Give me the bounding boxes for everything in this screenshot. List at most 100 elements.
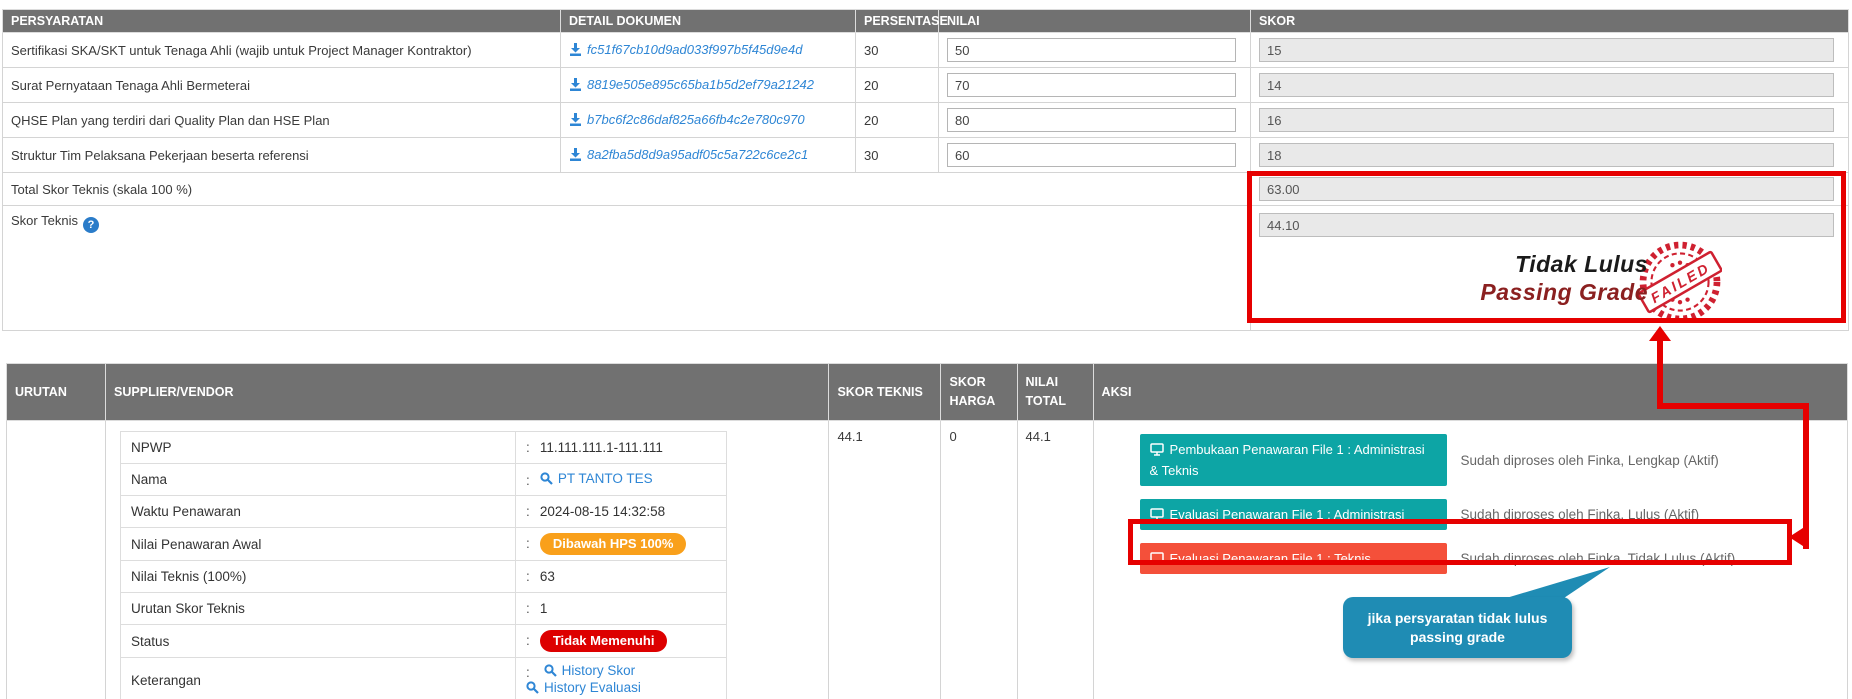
col-persyaratan: PERSYARATAN: [2, 9, 561, 33]
skor-teknis-cell: 44.1: [828, 420, 942, 699]
supplier-row: NPWP 11.111.111.1-111.111 Nama PT TANTO …: [5, 420, 1849, 699]
requirement-name: QHSE Plan yang terdiri dari Quality Plan…: [2, 102, 561, 138]
detail-row-status: Status Tidak Memenuhi: [120, 624, 728, 658]
detail-row-nama: Nama PT TANTO TES: [120, 463, 728, 496]
history-skor-link[interactable]: History Skor: [543, 663, 636, 678]
action-row-evaluasi-administrasi: Evaluasi Penawaran File 1 : Administrasi…: [1139, 499, 1839, 530]
document-hash: 8a2fba5d8d9a95adf05c5a722c6ce2c1: [587, 146, 809, 162]
evaluasi-administrasi-label: Evaluasi Penawaran File 1 : Administrasi: [1169, 507, 1405, 522]
download-icon: [570, 77, 581, 91]
annotation-arrowhead-left: [1789, 526, 1806, 548]
persentase-value: 30: [855, 32, 939, 68]
col-supplier-vendor: SUPPLIER/VENDOR: [105, 363, 830, 421]
nilai-input[interactable]: [947, 38, 1236, 62]
col-nilai-total: NILAI TOTAL: [1016, 363, 1094, 421]
action-status: Sudah diproses oleh Finka, Lulus (Aktif): [1460, 507, 1700, 522]
document-hash: 8819e505e895c65ba1b5d2ef79a21242: [587, 76, 815, 92]
search-icon: [526, 681, 539, 694]
vendor-name-link[interactable]: PT TANTO TES: [540, 471, 653, 486]
skor-teknis-readonly-input: [1259, 213, 1834, 237]
search-icon: [543, 664, 557, 677]
supplier-header-row: URUTAN SUPPLIER/VENDOR SKOR TEKNIS SKOR …: [5, 363, 1849, 421]
annotation-box-skor: [1247, 171, 1846, 323]
skor-readonly-input: [1259, 73, 1834, 97]
evaluasi-administrasi-button[interactable]: Evaluasi Penawaran File 1 : Administrasi: [1139, 499, 1447, 530]
col-aksi: AKSI: [1092, 363, 1849, 421]
history-evaluasi-label: History Evaluasi: [544, 680, 641, 695]
download-icon: [570, 42, 581, 56]
urutan-skor-value: 1: [515, 592, 728, 625]
total-skor-row: Total Skor Teknis (skala 100 %): [2, 172, 1849, 206]
document-link[interactable]: 8819e505e895c65ba1b5d2ef79a21242: [569, 77, 814, 92]
requirement-row: Sertifikasi SKA/SKT untuk Tenaga Ahli (w…: [2, 32, 1849, 68]
annotation-arrowhead-up: [1649, 326, 1671, 341]
stamp-line-2: Passing Grade: [1480, 279, 1648, 305]
skor-harga-cell: 0: [940, 420, 1018, 699]
nilai-input[interactable]: [947, 108, 1236, 132]
nilai-teknis-label: Nilai Teknis (100%): [120, 560, 517, 593]
status-badge: Tidak Memenuhi: [539, 630, 668, 652]
waktu-label: Waktu Penawaran: [120, 495, 517, 528]
action-row-pembukaan: Pembukaan Penawaran File 1 : Administras…: [1139, 434, 1839, 486]
persentase-value: 20: [855, 102, 939, 138]
annotation-line-horizontal: [1657, 403, 1809, 409]
urutan-skor-label: Urutan Skor Teknis: [120, 592, 517, 625]
stamp-line-1: Tidak Lulus: [1515, 251, 1648, 277]
pembukaan-penawaran-label: Pembukaan Penawaran File 1 : Administras…: [1149, 442, 1425, 478]
requirements-table: PERSYARATAN DETAIL DOKUMEN PERSENTASE NI…: [2, 9, 1849, 331]
failed-seal-icon: FAILED: [1638, 241, 1722, 323]
failed-stamp-text-block: Tidak Lulus Passing Grade: [1448, 250, 1648, 306]
document-link[interactable]: 8a2fba5d8d9a95adf05c5a722c6ce2c1: [569, 147, 808, 162]
callout-tail: [1493, 567, 1610, 602]
help-icon[interactable]: ?: [82, 217, 99, 233]
nilai-teknis-value: 63: [515, 560, 728, 593]
requirement-name: Sertifikasi SKA/SKT untuk Tenaga Ahli (w…: [2, 32, 561, 68]
detail-row-nilai-teknis: Nilai Teknis (100%) 63: [120, 560, 728, 593]
waktu-value: 2024-08-15 14:32:58: [515, 495, 728, 528]
requirement-name: Struktur Tim Pelaksana Pekerjaan beserta…: [2, 137, 561, 173]
col-persentase: PERSENTASE: [855, 9, 948, 33]
persentase-value: 30: [855, 137, 939, 173]
failed-stamp: Tidak Lulus Passing Grade FAILED: [1448, 240, 1726, 330]
skor-teknis-label: Skor Teknis: [11, 213, 78, 228]
action-status: Sudah diproses oleh Finka, Lengkap (Akti…: [1460, 452, 1719, 468]
download-icon: [570, 147, 581, 161]
search-icon: [540, 472, 553, 485]
detail-row-penawaran: Nilai Penawaran Awal Dibawah HPS 100%: [120, 527, 728, 561]
skor-readonly-input: [1259, 143, 1834, 167]
vendor-detail-table: NPWP 11.111.111.1-111.111 Nama PT TANTO …: [120, 431, 728, 699]
detail-row-keterangan: Keterangan History Skor History Evaluasi: [120, 657, 728, 699]
document-link[interactable]: fc51f67cb10d9ad033f997b5f45d9e4d: [569, 42, 802, 57]
nilai-total-cell: 44.1: [1016, 420, 1094, 699]
requirement-name: Surat Pernyataan Tenaga Ahli Bermeterai: [2, 67, 561, 103]
penawaran-label: Nilai Penawaran Awal: [120, 527, 517, 561]
status-label: Status: [120, 624, 517, 658]
col-urutan: URUTAN: [5, 363, 107, 421]
document-hash: b7bc6f2c86daf825a66fb4c2e780c970: [587, 111, 805, 127]
detail-row-waktu: Waktu Penawaran 2024-08-15 14:32:58: [120, 495, 728, 528]
pembukaan-penawaran-button[interactable]: Pembukaan Penawaran File 1 : Administras…: [1139, 434, 1447, 486]
annotation-line-vertical-2: [1803, 403, 1809, 549]
col-nilai: NILAI: [938, 9, 1251, 33]
nilai-input[interactable]: [947, 143, 1236, 167]
nama-label: Nama: [120, 463, 517, 496]
skor-readonly-input: [1259, 108, 1834, 132]
npwp-value: 11.111.111.1-111.111: [515, 431, 728, 464]
document-link[interactable]: b7bc6f2c86daf825a66fb4c2e780c970: [569, 112, 805, 127]
history-evaluasi-link[interactable]: History Evaluasi: [526, 680, 641, 695]
monitor-icon: [1149, 443, 1164, 456]
vendor-name: PT TANTO TES: [557, 471, 653, 486]
vendor-detail-cell: NPWP 11.111.111.1-111.111 Nama PT TANTO …: [105, 420, 830, 699]
npwp-label: NPWP: [120, 431, 517, 464]
col-skor-harga: SKOR HARGA: [940, 363, 1018, 421]
hps-badge: Dibawah HPS 100%: [539, 533, 687, 555]
col-skor-teknis: SKOR TEKNIS: [828, 363, 942, 421]
nilai-input[interactable]: [947, 73, 1236, 97]
detail-row-npwp: NPWP 11.111.111.1-111.111: [120, 431, 728, 464]
skor-readonly-input: [1259, 38, 1834, 62]
requirement-row: QHSE Plan yang terdiri dari Quality Plan…: [2, 102, 1849, 138]
history-skor-label: History Skor: [561, 663, 636, 678]
total-skor-readonly-input: [1259, 177, 1834, 201]
col-detail-dokumen: DETAIL DOKUMEN: [560, 9, 856, 33]
